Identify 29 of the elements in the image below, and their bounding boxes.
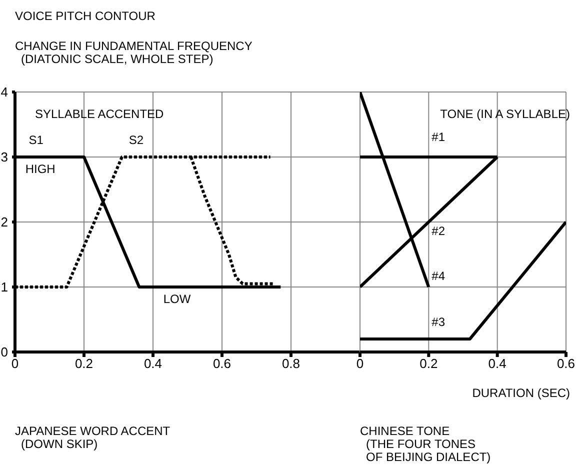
y-tick-label: 1 bbox=[0, 280, 8, 295]
x-tick-label: 0.2 bbox=[74, 356, 94, 372]
x-tick-label: 0 bbox=[11, 356, 19, 372]
y-axis-title: CHANGE IN FUNDAMENTAL FREQUENCY (DIATONIC SCALE, WHOLE STEP) bbox=[15, 39, 252, 66]
x-tick-label: 0.4 bbox=[144, 356, 162, 372]
annotation: SYLLABLE ACCENTED bbox=[35, 107, 164, 121]
x-tick-label: 0.6 bbox=[556, 356, 576, 372]
annotation: HIGH bbox=[25, 162, 56, 176]
series-label: #4 bbox=[432, 269, 446, 284]
annotation: S1 bbox=[28, 133, 44, 148]
annotation: S2 bbox=[128, 133, 144, 148]
y-tick-label: 0 bbox=[0, 344, 8, 360]
y-tick-label: 2 bbox=[0, 214, 8, 230]
series-label: #2 bbox=[432, 224, 446, 238]
x-tick-label: 0.8 bbox=[282, 356, 300, 372]
x-tick-label: 0 bbox=[356, 356, 364, 372]
series-label: #3 bbox=[432, 314, 446, 329]
x-axis-title: DURATION (SEC) bbox=[472, 386, 570, 400]
x-tick-label: 0.6 bbox=[212, 356, 232, 372]
annotation: TONE (IN A SYLLABLE) bbox=[440, 107, 570, 121]
text: JAPANESE WORD ACCENT (DOWN SKIP) bbox=[15, 424, 170, 451]
y-tick-label: 3 bbox=[0, 150, 8, 165]
y-tick-label: 4 bbox=[0, 84, 8, 100]
x-tick-label: 0.4 bbox=[488, 356, 506, 372]
text: CHINESE TONE (THE FOUR TONES OF BEIJING DIALECT) bbox=[360, 424, 491, 464]
chart-title: VOICE PITCH CONTOUR bbox=[15, 9, 156, 23]
x-tick-label: 0.2 bbox=[420, 356, 438, 372]
annotation: LOW bbox=[163, 292, 191, 306]
series-label: #1 bbox=[432, 130, 446, 144]
